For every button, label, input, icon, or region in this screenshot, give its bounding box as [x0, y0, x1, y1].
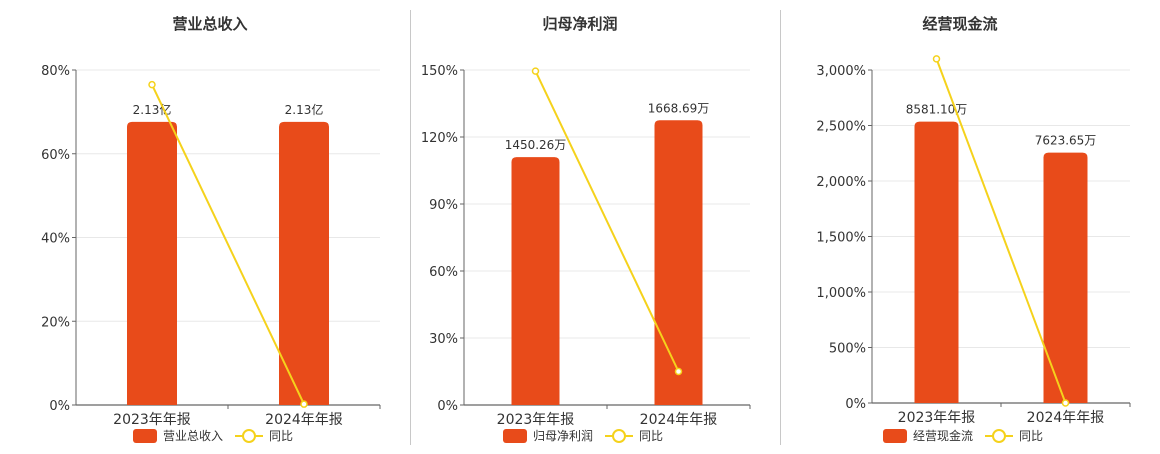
bar-data-label: 2.13亿 — [285, 102, 324, 117]
y-tick-label: 0% — [437, 399, 458, 414]
x-tick-label: 2023年年报 — [497, 412, 575, 428]
y-tick-label: 90% — [429, 198, 458, 213]
legend-swatch-bar — [133, 429, 157, 443]
bar — [1043, 152, 1088, 403]
chart-title: 营业总收入 — [172, 15, 247, 33]
y-tick-label: 60% — [41, 148, 70, 163]
y-tick-label: 30% — [429, 332, 458, 347]
legend-label-bar: 归母净利润 — [533, 429, 593, 443]
y-tick-label: 40% — [41, 232, 70, 247]
x-tick-label: 2024年年报 — [640, 412, 718, 428]
y-tick-label: 150% — [421, 64, 458, 79]
y-tick-label: 500% — [829, 342, 866, 357]
y-tick-label: 20% — [41, 315, 70, 330]
yoy-point — [148, 80, 156, 89]
legend-label-line: 同比 — [639, 429, 663, 443]
legend-swatch-bar — [503, 429, 527, 443]
legend-label-bar: 营业总收入 — [163, 429, 223, 443]
x-tick-label: 2024年年报 — [265, 412, 343, 428]
y-tick-label: 60% — [429, 265, 458, 280]
yoy-point — [300, 400, 308, 408]
bar-data-label: 1668.69万 — [648, 101, 710, 115]
yoy-point — [932, 55, 941, 63]
yoy-line — [534, 70, 680, 372]
yoy-point — [1061, 399, 1070, 407]
chart-title: 归母净利润 — [542, 15, 617, 33]
chart-title: 经营现金流 — [922, 15, 997, 33]
x-tick-label: 2023年年报 — [898, 410, 976, 426]
y-tick-label: 0% — [845, 397, 866, 412]
yoy-point — [531, 67, 540, 75]
legend-swatch-marker — [242, 429, 256, 443]
x-tick-label: 2023年年报 — [113, 412, 191, 428]
y-tick-label: 120% — [421, 131, 458, 146]
yoy-line — [935, 58, 1067, 404]
x-tick-label: 2024年年报 — [1027, 410, 1105, 426]
legend-label-bar: 经营现金流 — [913, 428, 973, 443]
bar — [127, 121, 177, 406]
y-tick-label: 0% — [49, 399, 70, 414]
y-tick-label: 80% — [41, 64, 70, 79]
chart-panel-1: 营业总收入0%20%40%60%80%2.13亿2023年年报2.13亿2024… — [41, 15, 381, 443]
legend-swatch-marker — [612, 429, 626, 443]
bar — [511, 157, 560, 405]
yoy-line — [151, 84, 305, 405]
y-tick-label: 1,500% — [816, 231, 866, 246]
bar — [914, 121, 959, 404]
y-tick-label: 3,000% — [816, 64, 866, 79]
legend-label-line: 同比 — [269, 429, 293, 443]
bar-data-label: 1450.26万 — [505, 138, 567, 152]
y-tick-label: 2,000% — [816, 175, 866, 190]
y-tick-label: 2,500% — [816, 120, 866, 135]
chart-panel-2: 归母净利润 0% 30% 60% 90% 120% 150% 1450.26万 2023年年报 1… — [421, 15, 751, 443]
bar — [654, 120, 703, 405]
legend-swatch-bar — [883, 429, 907, 443]
bar — [279, 121, 329, 406]
yoy-point — [674, 367, 683, 376]
legend-label-line: 同比 — [1019, 429, 1043, 443]
legend-swatch-marker — [992, 429, 1006, 443]
chart-panel-3: 经营现金流 0% 500% 1,000% 1,500% 2,000% 2,500% 3,000… — [816, 15, 1131, 443]
bar-data-label: 7623.65万 — [1035, 134, 1097, 148]
y-tick-label: 1,000% — [816, 286, 866, 301]
bar-data-label: 8581.10万 — [906, 103, 968, 117]
